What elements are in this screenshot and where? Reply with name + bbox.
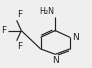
- Text: N: N: [72, 33, 79, 42]
- Text: F: F: [18, 42, 23, 51]
- Text: F: F: [1, 26, 7, 35]
- Text: H₂N: H₂N: [39, 7, 54, 16]
- Text: N: N: [52, 56, 59, 65]
- Text: F: F: [18, 10, 23, 19]
